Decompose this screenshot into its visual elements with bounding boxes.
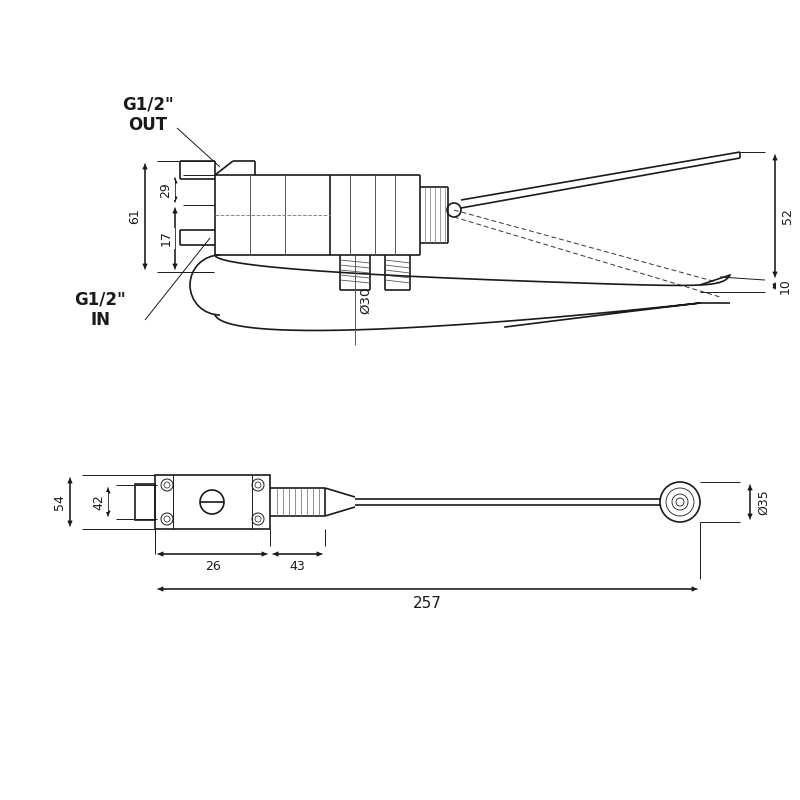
Text: 26: 26 bbox=[205, 559, 220, 573]
Text: 17: 17 bbox=[159, 230, 173, 246]
Bar bbox=[135, 484, 155, 520]
Text: G1/2"
OUT: G1/2" OUT bbox=[122, 96, 174, 134]
Text: 10: 10 bbox=[778, 278, 791, 294]
Text: Ø30: Ø30 bbox=[359, 286, 372, 314]
Text: Ø35: Ø35 bbox=[758, 489, 770, 515]
Text: 61: 61 bbox=[129, 209, 142, 224]
Text: 42: 42 bbox=[93, 494, 106, 510]
Bar bbox=[155, 475, 270, 529]
Text: 29: 29 bbox=[159, 182, 173, 198]
Text: 52: 52 bbox=[781, 208, 794, 224]
Text: 54: 54 bbox=[54, 494, 66, 510]
Text: 257: 257 bbox=[413, 595, 442, 610]
Text: 43: 43 bbox=[290, 559, 306, 573]
Text: G1/2"
IN: G1/2" IN bbox=[74, 290, 126, 330]
